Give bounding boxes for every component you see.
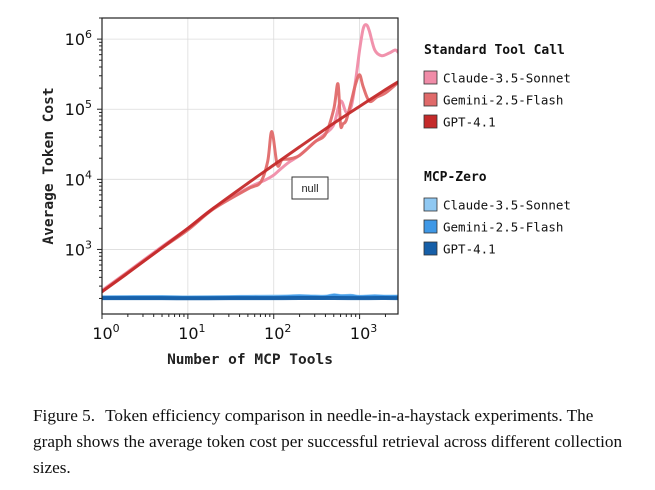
caption-label: Figure 5. [33,406,96,425]
legend-entry-label: GPT-4.1 [443,115,496,130]
null-annotation: null [291,176,329,200]
axis-ticks: 100 101 102 103 103 104 105 106 [65,17,386,343]
grid-lines [101,18,398,314]
figure-caption: Figure 5. Token efficiency comparison in … [33,403,623,481]
null-annotation-text: null [301,183,318,195]
legend-swatch [423,219,438,234]
legend-group-title: Standard Tool Call [424,43,565,58]
series-line-1 [102,23,398,292]
x-axis-label: Number of MCP Tools [167,352,333,368]
x-tick-label: 102 [264,322,291,343]
caption-text: Token efficiency comparison in needle-in… [33,406,623,477]
y-tick-label: 106 [65,28,92,49]
legend-entry-label: Claude-3.5-Sonnet [443,198,571,213]
y-tick-label: 104 [65,168,92,189]
legend-entry-label: Gemini-2.5-Flash [443,93,563,108]
y-tick-label: 103 [65,238,92,259]
legend-swatch [423,114,438,129]
x-tick-label: 103 [350,322,377,343]
x-tick-label: 101 [178,322,205,343]
legend-swatch [423,70,438,85]
series-lines [102,23,398,301]
legend-entry-label: Claude-3.5-Sonnet [443,71,571,86]
legend-entry-label: GPT-4.1 [443,242,496,257]
x-tick-label: 100 [92,322,119,343]
legend-swatch [423,241,438,256]
series-line-2 [102,73,398,294]
legend-entry-label: Gemini-2.5-Flash [443,220,563,235]
series-line-3 [102,80,398,294]
token-efficiency-chart: 100 101 102 103 103 104 105 106 null Number of … [41,17,571,368]
legend-swatch [423,92,438,107]
legend: Standard Tool Call Claude-3.5-Sonnet Gemin… [423,43,571,257]
plot-frame [101,17,399,315]
legend-swatch [423,197,438,212]
y-axis-label: Average Token Cost [41,87,57,244]
legend-group-title: MCP-Zero [424,170,487,185]
y-tick-label: 105 [65,98,92,119]
